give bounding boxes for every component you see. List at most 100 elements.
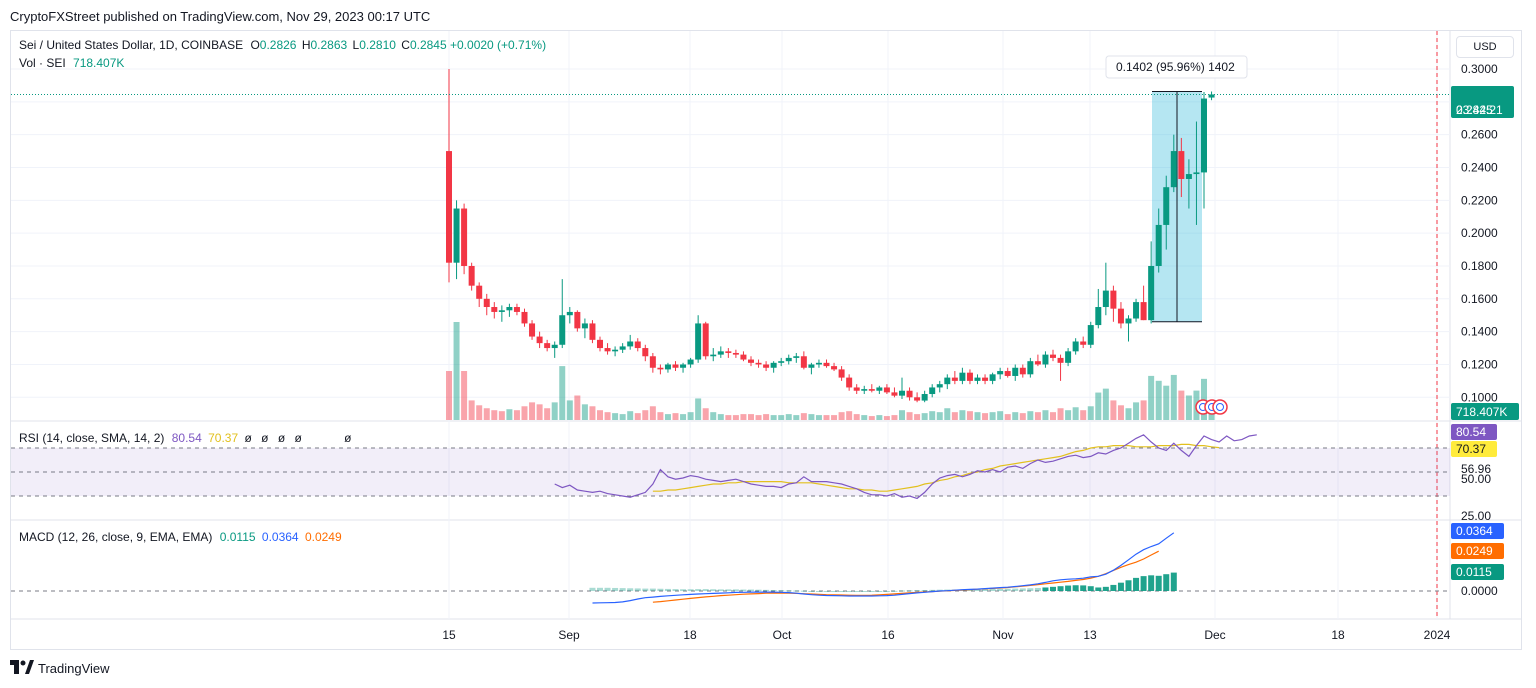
volume-bar <box>974 412 981 420</box>
volume-bar <box>1133 402 1140 420</box>
candle-body <box>861 389 868 391</box>
macd-histogram-bar <box>876 591 883 592</box>
volume-bar <box>702 408 709 420</box>
high-value: 0.2863 <box>310 38 348 52</box>
volume-bar <box>1087 406 1094 420</box>
event-flag-icon <box>1212 399 1228 415</box>
macd-histogram-bar <box>891 590 898 592</box>
macd-histogram-bar <box>808 591 815 592</box>
volume-bar <box>687 412 694 420</box>
volume-bar <box>732 415 739 420</box>
chart-frame <box>10 30 1522 650</box>
candle-body <box>1193 172 1200 175</box>
open-label: O <box>250 38 260 52</box>
open-value: 0.2826 <box>259 38 297 52</box>
volume-bar <box>1042 410 1049 420</box>
volume-bar <box>1185 395 1192 420</box>
rsi-value-badge-bg <box>1451 424 1497 440</box>
candle-body <box>461 208 468 266</box>
macd-histogram-bar <box>823 591 830 592</box>
candle-body <box>506 307 513 311</box>
volume-bar <box>604 412 611 420</box>
macd-histogram-bar <box>672 589 679 591</box>
price-tick-label: 0.2000 <box>1461 226 1498 240</box>
macd-histogram-bar <box>717 589 724 591</box>
volume-bar <box>883 416 890 420</box>
time-tick-label: 16 <box>881 628 895 642</box>
high-label: H <box>301 38 311 52</box>
candle-body <box>838 369 845 378</box>
candle-body <box>1102 290 1109 308</box>
volume-bar <box>763 414 770 420</box>
candle-body <box>702 323 709 357</box>
volume-bar <box>1004 414 1011 420</box>
candle-body <box>883 387 890 393</box>
volume-bar <box>559 366 566 420</box>
macd-histogram-bar <box>793 590 800 592</box>
macd-label[interactable]: MACD (12, 26, close, 9, EMA, EMA) <box>19 530 213 544</box>
rsi-sma-badge-bg <box>1451 441 1497 457</box>
close-value: 0.2845 <box>409 38 447 52</box>
price-tick-label: 0.1000 <box>1461 390 1498 404</box>
footer-brand[interactable]: TradingView <box>10 660 110 677</box>
volume-last-badge: 718.407K <box>1456 405 1507 419</box>
volume-label[interactable]: Vol · SEI <box>19 56 66 70</box>
macd-line-value: 0.0364 <box>261 530 299 544</box>
time-tick-label: Sep <box>558 628 580 642</box>
candle-body <box>1163 187 1170 225</box>
symbol-label[interactable]: Sei / United States Dollar, 1D, COINBASE <box>19 38 244 52</box>
currency-button[interactable]: USD <box>1456 36 1514 58</box>
candle-body <box>1042 354 1049 365</box>
macd-histogram-bar <box>1133 577 1140 591</box>
macd-histogram-bar <box>861 591 868 592</box>
time-tick-label: 18 <box>1331 628 1345 642</box>
volume-bar <box>725 415 732 420</box>
candle-body <box>1087 325 1094 345</box>
event-flag-icon-inner <box>1216 403 1224 411</box>
candle-body <box>529 323 536 337</box>
macd-histogram-bar <box>914 590 921 592</box>
macd-histogram-bar <box>1087 586 1094 591</box>
volume-bar <box>1072 407 1079 420</box>
macd-histogram-bar <box>929 589 936 591</box>
rsi-label[interactable]: RSI (14, close, SMA, 14, 2) <box>19 431 165 445</box>
volume-bar <box>680 414 687 420</box>
candle-body <box>1155 224 1162 266</box>
volume-bar <box>521 406 528 420</box>
candle-body <box>657 367 664 370</box>
macd-value-badge: 0.0364 <box>1456 524 1493 538</box>
macd-histogram-bar <box>815 591 822 592</box>
low-label: L <box>352 38 360 52</box>
volume-bar <box>785 414 792 420</box>
time-tick-label: Oct <box>773 628 792 642</box>
macd-value-badge-bg <box>1451 523 1504 539</box>
candle-body <box>914 397 921 401</box>
candle-body <box>544 343 551 349</box>
volume-bar <box>823 415 830 420</box>
macd-histogram-bar <box>921 590 928 592</box>
macd-histogram-bar <box>1012 588 1019 591</box>
volume-bar <box>619 414 626 420</box>
candle-body <box>589 323 596 340</box>
volume-bar <box>566 400 573 420</box>
macd-histogram-bar <box>846 591 853 592</box>
candle-body <box>1095 307 1102 326</box>
close-label: C <box>401 38 410 52</box>
volume-bar <box>914 414 921 420</box>
volume-bar <box>574 395 581 420</box>
macd-histogram-bar <box>1004 588 1011 591</box>
volume-bar <box>1012 412 1019 420</box>
macd-histogram-bar <box>997 588 1004 591</box>
candle-body <box>559 315 566 345</box>
candle-body <box>1148 265 1155 321</box>
candle-body <box>1050 354 1056 358</box>
main-legend: Sei / United States Dollar, 1D, COINBASE… <box>19 38 546 52</box>
macd-legend: MACD (12, 26, close, 9, EMA, EMA) 0.0115… <box>19 530 342 544</box>
rsi-tick-label: 25.00 <box>1461 509 1491 523</box>
candle-body <box>1012 367 1019 376</box>
candle-body <box>581 323 588 329</box>
macd-histogram-bar <box>680 589 687 591</box>
macd-hist-badge-bg <box>1451 564 1504 580</box>
candle-body <box>672 364 679 368</box>
